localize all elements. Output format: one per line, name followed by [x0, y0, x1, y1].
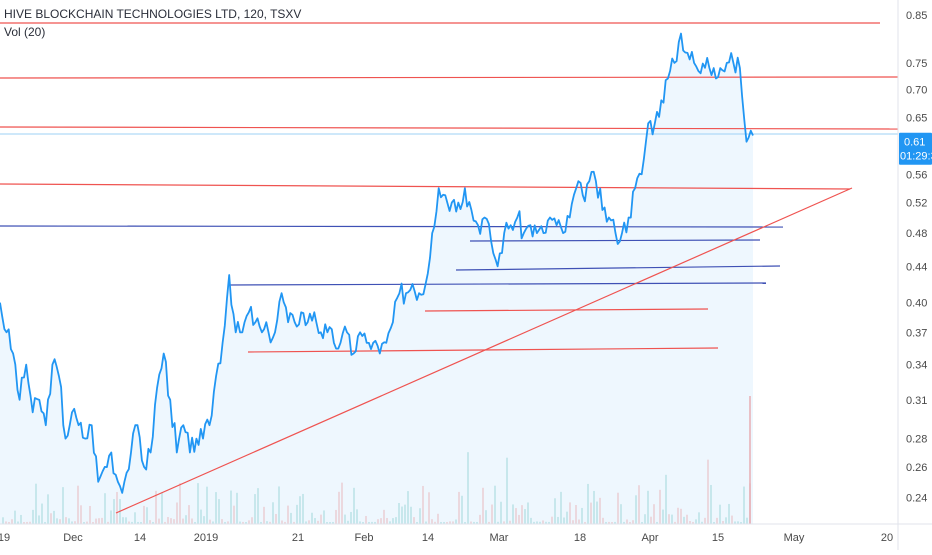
y-tick-label: 0.44: [906, 261, 927, 273]
last-price-tag: [899, 132, 932, 165]
x-tick-label: 18: [574, 532, 586, 544]
x-tick-label: May: [784, 532, 805, 544]
support-line: [424, 308, 709, 312]
trend-lines[interactable]: [0, 22, 899, 514]
time-scale[interactable]: 19 Dec 14 2019 21 Feb 14 Mar 18 Apr 15 May 20: [0, 523, 932, 544]
y-tick-label: 0.85: [906, 10, 927, 22]
resistance-line: [0, 76, 899, 79]
x-tick-label: Dec: [63, 532, 83, 544]
x-tick-label: Mar: [490, 532, 509, 544]
x-tick-label: 14: [422, 532, 434, 544]
x-tick-label: 20: [881, 532, 893, 544]
volume-indicator-label[interactable]: Vol (20): [4, 25, 46, 39]
ascending-trendline: [115, 187, 853, 514]
price-series-line: [0, 32, 754, 494]
support-line: [455, 265, 781, 271]
y-tick-label: 0.34: [906, 360, 927, 372]
y-tick-label: 0.56: [906, 169, 927, 181]
y-tick-label: 0.37: [906, 327, 927, 339]
y-tick-label: 0.48: [906, 228, 927, 240]
support-line: [0, 225, 784, 228]
x-tick-label: Apr: [641, 532, 658, 544]
resistance-line: [0, 183, 851, 190]
x-tick-label: 2019: [194, 532, 218, 544]
y-tick-label: 0.26: [906, 462, 927, 474]
x-tick-label: Feb: [355, 532, 374, 544]
x-tick-label: 21: [292, 532, 304, 544]
price-area: [0, 33, 753, 524]
y-tick-label: 0.40: [906, 298, 927, 310]
y-tick-label: 0.24: [906, 492, 927, 504]
support-line: [469, 239, 761, 242]
y-tick-label: 0.52: [906, 198, 927, 210]
last-price-label: 0.61: [904, 137, 925, 149]
support-line: [229, 282, 767, 286]
y-tick-label: 0.28: [906, 434, 927, 446]
price-area-fill: [0, 33, 753, 524]
resistance-line: [0, 126, 899, 130]
support-line: [247, 347, 719, 353]
y-tick-label: 0.75: [906, 58, 927, 70]
y-tick-label: 0.70: [906, 84, 927, 96]
countdown-label: 01:29:3: [900, 151, 932, 163]
x-tick-label: 19: [0, 532, 10, 544]
x-tick-label: 15: [712, 532, 724, 544]
symbol-title[interactable]: HIVE BLOCKCHAIN TECHNOLOGIES LTD, 120, T…: [4, 7, 302, 21]
x-tick-label: 14: [134, 532, 146, 544]
price-scale[interactable]: 0.24 0.26 0.28 0.31 0.34 0.37 0.40 0.44 0.48 0.52…: [897, 0, 932, 550]
y-tick-label: 0.31: [906, 395, 927, 407]
y-tick-label: 0.65: [906, 113, 927, 125]
price-line: [0, 32, 754, 494]
chart-legend: HIVE BLOCKCHAIN TECHNOLOGIES LTD, 120, T…: [4, 5, 301, 41]
